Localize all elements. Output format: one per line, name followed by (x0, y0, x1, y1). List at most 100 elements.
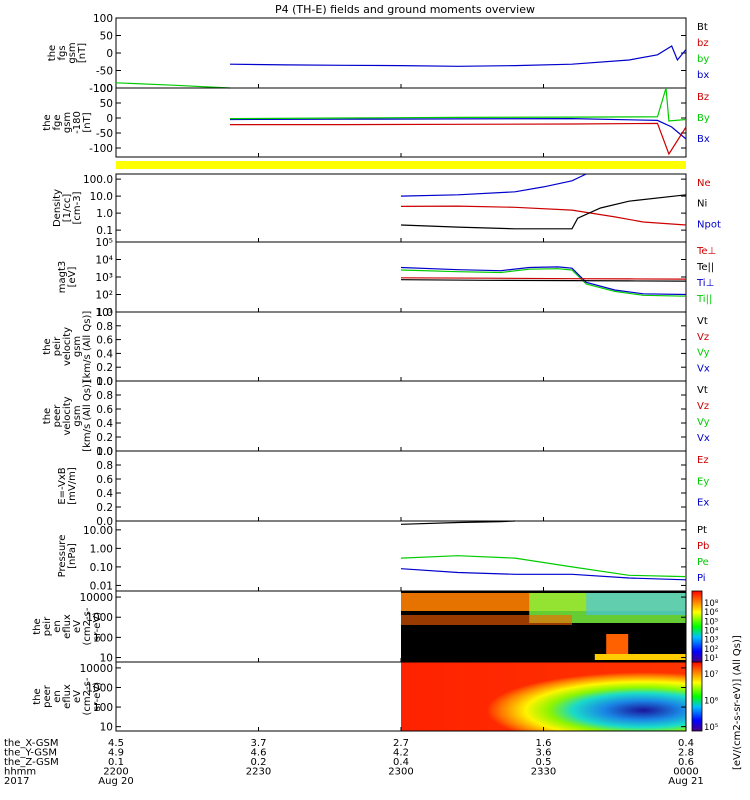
y-tick-label: 50 (100, 31, 113, 43)
y-axis-label: gsm (72, 405, 83, 426)
x-row-value: 2.8 (678, 748, 694, 759)
series-Bx (229, 117, 687, 140)
x-axis-labels: the_X-GSM 4.5 3.7 2.7 1.6 0.4 the_Y-GSM 4.9 4.6 4… (4, 738, 704, 787)
y-tick-label: 1.0 (96, 446, 113, 458)
y-tick-label: 0.2 (96, 432, 113, 444)
x-row-value: 4.9 (108, 748, 124, 759)
x-row-value: 3.6 (536, 748, 552, 759)
x-row-label: 2017 (4, 776, 29, 787)
x-row-value: 0000 (673, 767, 698, 778)
x-row-value: 0.1 (108, 757, 124, 768)
x-row-value: 4.5 (108, 738, 124, 749)
y-tick-label: 10000 (80, 592, 113, 604)
legend-entry: Bx (697, 134, 710, 145)
series-Ni (400, 194, 687, 230)
panel-fgs: 100 50 0 -50 -100 the fgs gsm [nT] Bt bz by bx (47, 13, 709, 95)
y-tick-label: 0.6 (96, 404, 113, 416)
y-axis-label: [mV/m] (67, 467, 78, 505)
y-axis-label: [nPa] (67, 543, 78, 569)
y-tick-label: 10.0 (90, 191, 113, 203)
panel-pressure: 10.00 1.00 0.10 0.01 Pressure [nPa] Pt Pb Pe Pi (57, 520, 709, 592)
series-Pt (400, 520, 516, 525)
y-axis-label: eflux (62, 614, 73, 639)
legend-entry: Te|| (696, 262, 714, 273)
legend-entry: Ez (697, 455, 709, 466)
x-row-label: the_Y-GSM (4, 748, 57, 759)
y-tick-label: 1000 (86, 612, 113, 624)
y-axis-label: [eV] (67, 267, 78, 288)
panel-frame (115, 241, 687, 313)
panel-peer-velocity: 1.0 0.8 0.6 0.4 0.2 0.0 the peer velocity gsm [km/… (42, 376, 710, 458)
y-axis-label: E=-VxB (57, 467, 68, 504)
peir-eflux-colorbar-tick: 10¹ (704, 654, 718, 664)
y-axis-label: en (52, 620, 63, 633)
y-axis-label: [km/s (All Qs)] (82, 380, 93, 452)
legend-entry: Vx (697, 433, 710, 444)
y-axis-label: peir (42, 616, 53, 636)
y-tick-label: 0.10 (90, 562, 113, 574)
y-tick-label: 0.4 (96, 348, 113, 360)
y-axis-label: fge (52, 114, 63, 130)
y-axis-label: Density (52, 189, 63, 227)
y-tick-label: 0.0 (96, 376, 113, 388)
x-row-value: Aug 20 (98, 776, 133, 787)
y-axis-label: [nT] (82, 112, 93, 132)
y-axis-label: gsm (72, 336, 83, 357)
peir-low-band (594, 654, 686, 660)
peir-eflux-colorbar-tick: 10³ (704, 636, 718, 646)
legend-entry: Vx (697, 363, 710, 374)
y-tick-label: 100 (93, 632, 113, 644)
y-axis-label: velocity (62, 396, 73, 435)
peir-eflux-colorbar-tick: 10⁴ (704, 627, 719, 637)
y-axis-label: the (42, 408, 53, 424)
legend-entry: Vy (697, 417, 710, 428)
y-axis-label: (cm2-s- (82, 607, 93, 645)
x-row-value: 0.6 (678, 757, 694, 768)
y-axis-label: sr-eV) (92, 612, 103, 641)
y-tick-label: 10 (100, 653, 113, 665)
y-axis-label: Pressure (57, 535, 68, 578)
y-tick-label: 0.01 (90, 580, 113, 592)
series-Pe (400, 555, 687, 578)
x-row-value: 1.6 (536, 738, 552, 749)
y-tick-label: 10¹ (95, 307, 113, 319)
x-row-value: 0.2 (251, 757, 267, 768)
peir-eflux-colorbar-tick: 10⁶ (704, 608, 719, 618)
y-axis-label: fgs (57, 45, 68, 60)
series-Ne (400, 205, 687, 226)
legend-entry: Ex (697, 498, 709, 509)
panel-fge: 100 50 0 -50 -100 the fge gsm -180 [nT] Bz By Bx (42, 83, 710, 158)
peir-eflux-colorbar-tick: 10⁵ (704, 617, 718, 627)
peir-eflux-colorbar-tick: 10⁸ (704, 599, 719, 609)
y-tick-label: -50 (96, 128, 113, 140)
y-tick-label: 0.0 (96, 446, 113, 458)
y-tick-label: 0.4 (96, 418, 113, 430)
legend-entry: Vt (697, 385, 708, 396)
peer-eflux-colorbar (691, 661, 703, 732)
peer-eflux-colorbar-tick: 10⁷ (704, 670, 719, 680)
x-row-value: 2330 (531, 767, 556, 778)
x-row-value: 2300 (388, 767, 413, 778)
y-tick-label: 100.0 (83, 174, 113, 186)
series-Te⊥ (400, 277, 687, 280)
y-tick-label: 10000 (80, 663, 113, 675)
y-tick-label: 0.2 (96, 362, 113, 374)
peer-eflux-colorbar-tick: 10⁶ (704, 697, 719, 707)
x-row-value: 2230 (246, 767, 271, 778)
legend-entry: Bz (697, 92, 709, 103)
peir-mid-band (401, 615, 572, 625)
legend-entry: Vy (697, 348, 710, 359)
y-tick-label: 1.0 (96, 208, 113, 220)
y-tick-label: 0.2 (96, 502, 113, 514)
y-tick-label: 0.1 (96, 225, 113, 237)
y-tick-label: 10⁴ (95, 255, 113, 267)
series-bx (229, 45, 687, 67)
y-tick-label: -100 (89, 143, 113, 155)
legend-entry: Ni (697, 199, 707, 210)
legend-entry: by (697, 54, 709, 65)
legend-entry: Vz (697, 332, 709, 343)
y-tick-label: 1.0 (96, 376, 113, 388)
panel-frame (115, 17, 687, 89)
